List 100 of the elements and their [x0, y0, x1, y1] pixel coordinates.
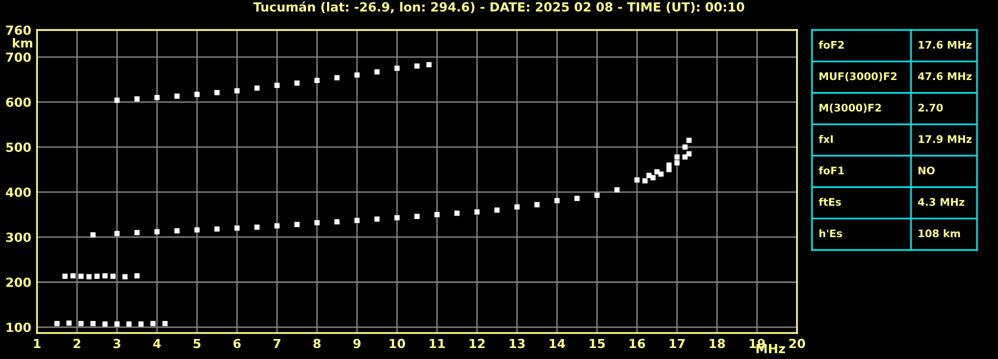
- point: [686, 151, 692, 156]
- point: [354, 72, 360, 78]
- point: [54, 320, 60, 326]
- category-label: M(3000)F2: [820, 104, 881, 113]
- x-tick-label: 12: [470, 338, 485, 348]
- point: [70, 273, 76, 278]
- x-tick-label: 17: [670, 338, 685, 348]
- x-tick-label: 8: [313, 338, 321, 348]
- x-tick-label: 18: [710, 338, 725, 348]
- category-label: foF1: [818, 166, 844, 174]
- point: [234, 88, 240, 94]
- category-label: MUF(3000)F2: [820, 72, 897, 82]
- x-tick-label: 9: [353, 338, 361, 348]
- point: [414, 214, 420, 219]
- point: [154, 94, 160, 100]
- point: [162, 320, 168, 326]
- point: [110, 274, 116, 279]
- x-tick-label: 15: [590, 338, 605, 348]
- x-tick-label: 5: [194, 338, 200, 348]
- point: [554, 198, 560, 204]
- category-label: foF2: [818, 40, 844, 49]
- point: [274, 223, 280, 228]
- point: [66, 320, 72, 326]
- point: [138, 321, 144, 327]
- y-tick-label: 760: [6, 25, 31, 35]
- x-tick-label: 1: [34, 338, 40, 348]
- y-tick-label: 200: [6, 278, 31, 288]
- y-tick-label: 100: [6, 322, 31, 332]
- point: [102, 321, 108, 327]
- point: [294, 80, 300, 86]
- x-tick-label: 6: [233, 338, 241, 348]
- point: [394, 66, 400, 71]
- point: [314, 78, 320, 84]
- y-axis-title: km: [12, 38, 32, 48]
- point: [174, 94, 180, 99]
- point: [86, 274, 92, 280]
- point: [454, 210, 460, 216]
- text: 4.3 MHz: [918, 198, 964, 206]
- point: [650, 175, 656, 180]
- point: [642, 178, 648, 184]
- x-tick-label: 10: [390, 338, 406, 348]
- point: [634, 177, 640, 183]
- point: [62, 274, 68, 279]
- category-label: fxI: [818, 134, 833, 143]
- point: [674, 154, 680, 160]
- category-label: h'Es: [819, 229, 842, 238]
- point: [334, 75, 340, 80]
- x-tick-label: 13: [510, 338, 525, 348]
- point: [666, 166, 672, 172]
- x-tick-label: 3: [113, 338, 120, 348]
- point: [78, 320, 84, 326]
- point: [374, 69, 380, 74]
- point: [594, 192, 600, 198]
- point: [334, 219, 340, 224]
- point: [114, 98, 120, 103]
- point: [134, 273, 140, 278]
- point: [122, 274, 128, 280]
- point: [534, 202, 540, 208]
- point: [574, 196, 580, 201]
- point: [194, 92, 200, 97]
- category-label: ftEs: [818, 198, 841, 206]
- point: [90, 320, 96, 326]
- text: NO: [918, 166, 935, 174]
- point: [254, 224, 260, 230]
- point: [654, 169, 660, 174]
- point: [354, 218, 360, 224]
- point: [114, 230, 120, 236]
- point: [134, 230, 140, 236]
- point: [674, 160, 680, 166]
- x-tick-label: 11: [430, 338, 445, 348]
- y-tick-label: 400: [6, 188, 31, 198]
- text: 2.70: [918, 104, 943, 112]
- x-tick-label: 7: [273, 338, 280, 348]
- x-tick-label: 16: [630, 338, 646, 348]
- point: [90, 232, 96, 238]
- point: [514, 204, 520, 210]
- x-tick-label: 20: [789, 338, 806, 348]
- point: [434, 212, 440, 218]
- y-tick-label: 300: [6, 232, 31, 242]
- point: [658, 171, 664, 177]
- y-tick-label: 500: [6, 142, 31, 152]
- point: [414, 63, 420, 69]
- point: [126, 321, 132, 327]
- x-tick-label: 2: [74, 338, 80, 348]
- point: [154, 229, 160, 234]
- point: [194, 227, 200, 232]
- point: [474, 209, 480, 214]
- x-tick-label: 14: [550, 338, 566, 348]
- x-tick-label: 4: [153, 338, 161, 348]
- point: [234, 226, 240, 231]
- point: [374, 216, 380, 222]
- point: [682, 144, 688, 150]
- y-tick-label: 700: [6, 52, 31, 62]
- point: [214, 90, 220, 96]
- point: [494, 207, 500, 213]
- point: [614, 187, 620, 192]
- text: 17.9 MHz: [918, 135, 972, 144]
- point: [150, 320, 156, 326]
- chart-title: Tucumán (lat: -26.9, lon: 294.6) - DATE: 2025 02 08 - TIME (UT): 00:10: [253, 1, 744, 14]
- point: [426, 62, 432, 68]
